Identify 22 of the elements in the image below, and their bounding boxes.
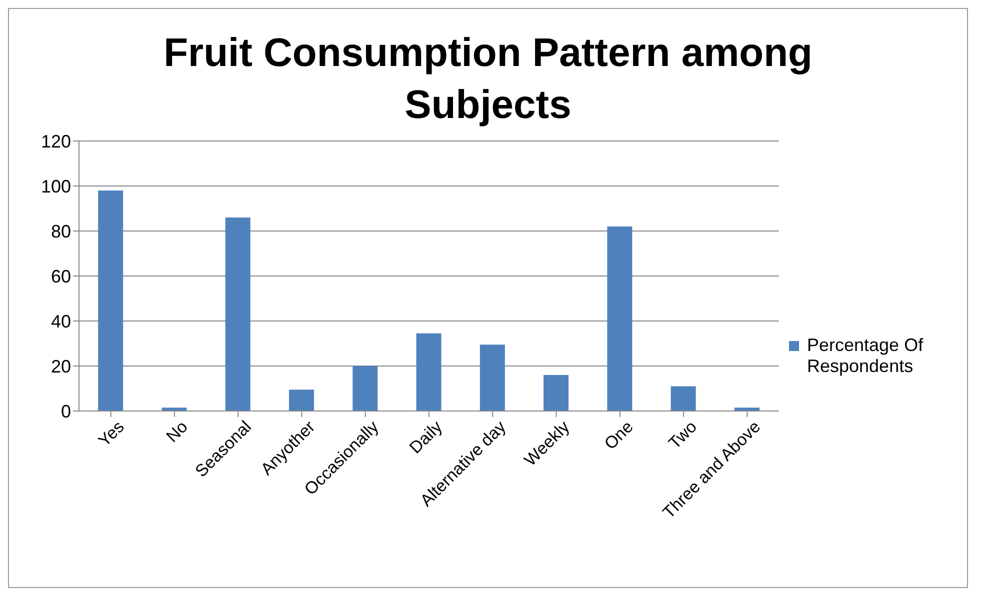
bar: [225, 218, 250, 411]
bar: [670, 386, 696, 411]
y-tick-label: 60: [50, 266, 71, 286]
bar: [416, 333, 442, 411]
bar: [289, 390, 314, 411]
chart-title: Fruit Consumption Pattern among Subjects: [162, 30, 814, 129]
bar: [607, 226, 632, 411]
x-tick-label: One: [600, 417, 637, 454]
bar: [480, 344, 505, 411]
x-tick-label: Yes: [94, 417, 128, 450]
y-tick-label: 120: [40, 131, 71, 152]
bar: [98, 190, 124, 411]
bar: [352, 366, 378, 411]
y-tick-label: 80: [50, 221, 71, 242]
legend-label: Percentage Of Respondents: [807, 335, 924, 377]
y-tick-label: 100: [40, 176, 71, 196]
y-tick-label: 40: [50, 311, 71, 332]
x-tick-label: No: [162, 417, 192, 446]
x-tick-label: Two: [665, 417, 701, 453]
bar: [544, 375, 569, 411]
y-tick-label: 20: [50, 356, 71, 376]
y-tick-label: 0: [60, 401, 71, 422]
